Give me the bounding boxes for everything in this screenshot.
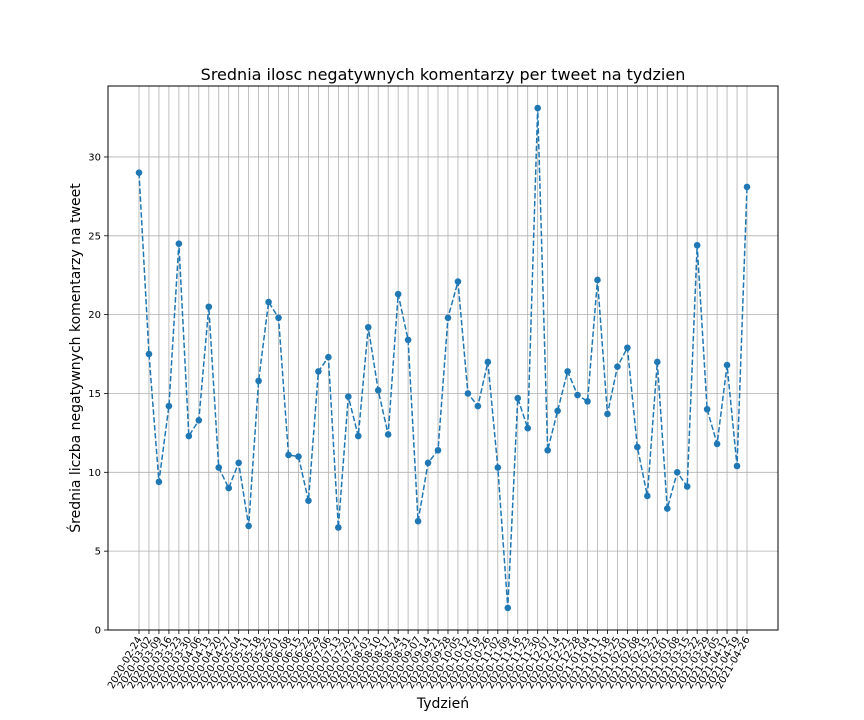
data-point: [155, 478, 163, 486]
data-point: [275, 314, 282, 322]
data-point: [494, 464, 502, 471]
data-point: [544, 446, 551, 454]
data-point: [683, 483, 691, 490]
data-point: [614, 363, 621, 370]
x-axis-label: Tydzień: [416, 696, 469, 712]
y-tick-label: 20: [88, 310, 101, 321]
data-point: [384, 431, 392, 438]
data-point: [703, 405, 711, 413]
y-axis: 0 5 10 15 20 25 30: [88, 152, 108, 637]
data-point: [653, 358, 661, 366]
data-point: [175, 240, 183, 247]
data-point: [315, 368, 322, 375]
series-line: [138, 108, 748, 608]
data-point: [743, 183, 751, 191]
data-point: [474, 402, 482, 410]
x-axis: 2020-02-242020-03-022020-03-092020-03-16…: [106, 630, 753, 691]
data-point: [354, 432, 362, 440]
data-point: [504, 604, 512, 612]
data-point: [325, 353, 332, 361]
data-point: [723, 361, 731, 369]
data-point: [345, 393, 352, 400]
data-point: [215, 464, 223, 471]
data-point: [634, 443, 641, 451]
data-point: [285, 451, 292, 459]
grid: [108, 86, 778, 631]
data-point: [145, 350, 153, 358]
data-point: [584, 398, 591, 405]
data-point: [524, 424, 532, 432]
data-point: [255, 377, 262, 385]
data-point: [713, 440, 721, 448]
data-point: [225, 484, 233, 492]
data-point: [454, 278, 462, 285]
data-point: [165, 402, 173, 410]
data-point: [574, 391, 581, 399]
data-point: [265, 298, 272, 306]
data-point: [514, 394, 522, 402]
data-point: [295, 453, 302, 460]
data-point: [673, 469, 681, 476]
data-point: [235, 459, 242, 467]
data-point: [464, 390, 472, 397]
y-tick-label: 25: [88, 231, 101, 242]
series-negative-comments: [135, 104, 751, 612]
data-point: [374, 387, 382, 394]
y-tick-label: 0: [95, 626, 101, 637]
y-tick-label: 10: [88, 468, 101, 479]
data-point: [434, 446, 442, 454]
data-point: [135, 169, 143, 177]
data-point: [564, 368, 571, 375]
data-point: [424, 459, 432, 467]
data-point: [195, 416, 203, 424]
data-point: [305, 497, 312, 505]
y-axis-label: Średnia liczba negatywnych komentarzy na…: [66, 183, 84, 533]
data-point: [205, 303, 213, 311]
data-point: [394, 290, 402, 298]
data-point: [404, 336, 412, 344]
data-point: [185, 432, 193, 440]
data-point: [414, 517, 422, 525]
y-tick-label: 5: [95, 547, 101, 558]
data-point: [594, 276, 601, 284]
chart-title: Srednia ilosc negatywnych komentarzy per…: [201, 65, 686, 84]
data-point: [733, 462, 741, 470]
data-point: [644, 492, 651, 500]
y-tick-label: 15: [88, 389, 101, 400]
data-point: [534, 104, 541, 112]
plot-frame: [107, 85, 779, 631]
data-point: [245, 522, 252, 530]
data-point: [693, 241, 701, 249]
data-point: [624, 344, 631, 352]
data-point: [663, 505, 671, 512]
y-tick-label: 30: [88, 152, 101, 163]
data-point: [484, 358, 492, 366]
data-point: [604, 410, 611, 418]
data-point: [444, 314, 452, 322]
data-point: [335, 524, 342, 531]
data-point: [364, 323, 372, 331]
data-point: [554, 407, 561, 415]
